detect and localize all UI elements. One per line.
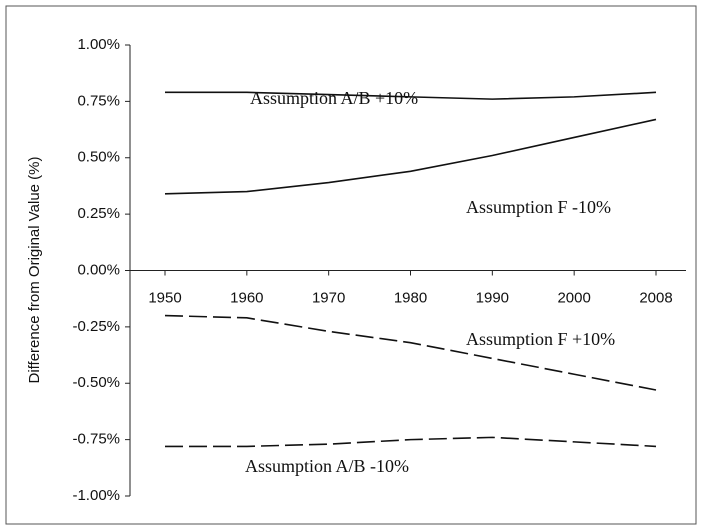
series-line [164, 118, 657, 195]
y-tick-label: -0.25% [72, 318, 120, 335]
y-tick-label: 0.75% [77, 92, 120, 109]
series-line [165, 91, 657, 100]
y-tick-label: 0.25% [77, 205, 120, 222]
x-tick-label: 1960 [230, 289, 263, 306]
series-label: Assumption F +10% [466, 329, 615, 349]
y-tick-label: -1.00% [72, 487, 120, 504]
x-tick-label: 1950 [148, 289, 181, 306]
series-label: Assumption A/B +10% [250, 88, 418, 108]
y-tick-label: -0.75% [72, 431, 120, 448]
series-line [165, 436, 657, 448]
x-tick-label: 1970 [312, 289, 345, 306]
x-tick-label: 2000 [557, 289, 590, 306]
chart-border [5, 5, 697, 525]
y-tick-label: 1.00% [77, 36, 120, 53]
x-tick-label: 1990 [476, 289, 509, 306]
series-label: Assumption A/B -10% [245, 456, 409, 476]
y-tick-label: 0.50% [77, 149, 120, 166]
series-line [164, 314, 657, 391]
y-tick-label: 0.00% [77, 261, 120, 278]
x-tick-label: 1980 [394, 289, 427, 306]
y-tick-label: -0.50% [72, 374, 120, 391]
y-axis-label: Difference from Original Value (%) [26, 156, 43, 383]
x-tick-label: 2008 [639, 289, 672, 306]
series-label: Assumption F -10% [466, 197, 611, 217]
